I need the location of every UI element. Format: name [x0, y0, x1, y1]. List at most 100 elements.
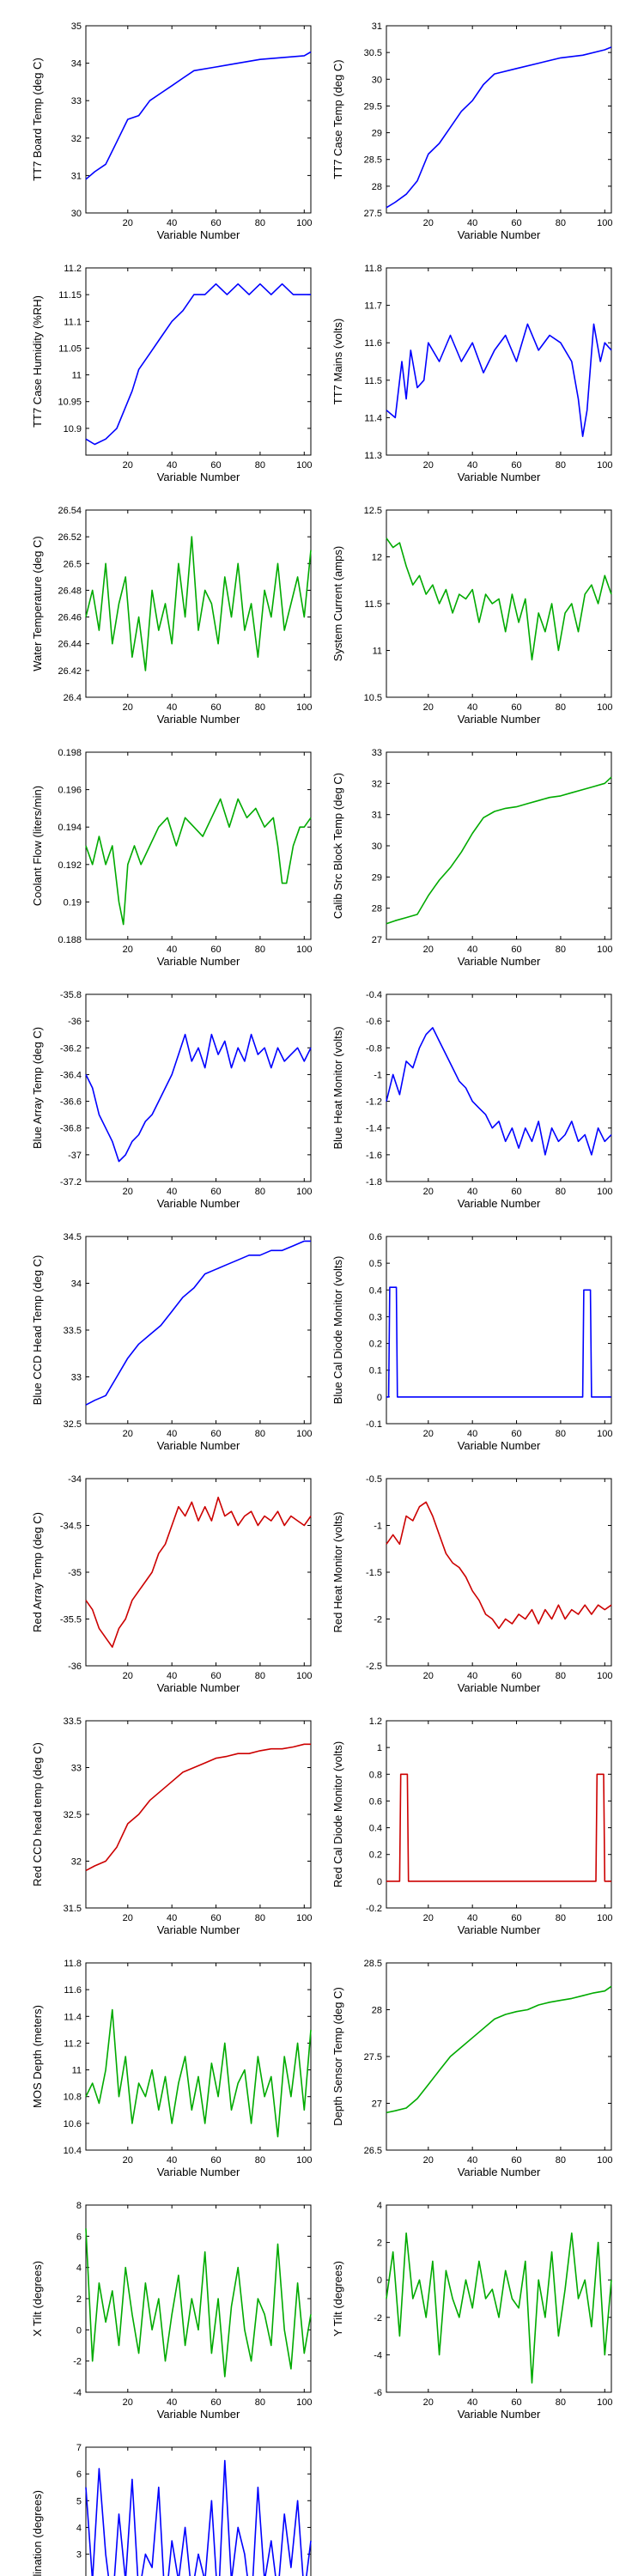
y-tick-label: 0.2 [369, 1850, 382, 1861]
y-tick-label: 0.6 [369, 1796, 382, 1807]
series-line [85, 1240, 311, 1406]
y-tick-label: 4 [76, 2523, 82, 2533]
y-tick-label: 0.19 [64, 897, 82, 908]
y-tick-label: -0.1 [366, 1419, 382, 1430]
x-axis-label: Variable Number [157, 471, 240, 483]
y-tick-label: -35 [68, 1568, 82, 1578]
y-tick-label: 11.6 [364, 338, 382, 349]
y-tick-label: 0.188 [58, 935, 82, 945]
y-tick-label: -37 [68, 1151, 82, 1161]
x-tick-label: 60 [511, 1429, 521, 1439]
y-tick-label: 34 [71, 59, 82, 70]
chart-panel-13: 20 40 60 80 100 -36 -35.5 -35 -34.5 -34 Variable N… [31, 1474, 312, 1694]
y-tick-label: 32.5 [64, 1810, 82, 1820]
y-tick-label: 11 [373, 647, 382, 657]
y-tick-label: -1 [374, 1522, 382, 1532]
y-tick-label: 30.5 [364, 48, 382, 58]
x-tick-label: 40 [467, 945, 477, 955]
plot-frame [85, 267, 312, 456]
x-tick-label: 100 [597, 1187, 612, 1197]
x-tick-label: 100 [296, 1671, 312, 1681]
y-axis-label: Blue Array Temp (deg C) [31, 1027, 44, 1149]
plot-frame [386, 993, 612, 1182]
y-tick-label: 10.4 [64, 2146, 82, 2156]
x-tick-label: 40 [467, 2397, 477, 2408]
plot-frame [386, 1236, 612, 1425]
y-tick-label: 10.8 [64, 2093, 82, 2103]
x-tick-label: 40 [467, 1429, 477, 1439]
x-tick-label: 40 [167, 1913, 177, 1923]
x-axis-label: Variable Number [458, 955, 541, 968]
y-tick-label: 29.5 [364, 101, 382, 112]
plot-frame [386, 509, 612, 698]
x-tick-label: 80 [556, 1429, 566, 1439]
y-tick-label: 26.5 [64, 559, 82, 569]
y-tick-label: 8 [76, 2201, 82, 2211]
y-tick-label: 0.3 [369, 1312, 382, 1322]
y-tick-label: -36.6 [60, 1097, 82, 1108]
plot-frame [386, 25, 612, 214]
x-axis-label: Variable Number [157, 2408, 240, 2421]
x-tick-label: 80 [255, 460, 265, 471]
y-tick-label: 33 [372, 748, 382, 758]
x-tick-label: 60 [511, 945, 521, 955]
y-axis-label: Inclination (degrees) [31, 2490, 44, 2576]
x-tick-label: 40 [467, 1187, 477, 1197]
y-tick-label: 11 [72, 2066, 82, 2076]
x-tick-label: 20 [123, 1187, 133, 1197]
y-tick-label: -35.8 [60, 990, 82, 1000]
y-tick-label: 10.5 [364, 693, 382, 703]
x-tick-label: 100 [296, 2155, 312, 2166]
x-tick-label: 100 [597, 218, 612, 228]
chart-panel-6: 20 40 60 80 100 10.5 11 11.5 12 12.5 Variable Numb… [331, 506, 612, 726]
series-line [85, 51, 312, 180]
x-tick-label: 100 [296, 1187, 312, 1197]
chart-panel-11: 20 40 60 80 100 32.5 33 33.5 34 34.5 Variable Numb… [31, 1232, 312, 1452]
y-tick-label: -36 [68, 1017, 82, 1027]
y-tick-label: -0.2 [366, 1904, 382, 1914]
plot-frame [386, 1962, 612, 2151]
series-line [386, 1027, 612, 1156]
plot-frame [386, 1478, 612, 1667]
x-axis-label: Variable Number [157, 955, 240, 968]
y-tick-label: 29 [372, 129, 382, 139]
y-tick-label: 31.5 [64, 1904, 82, 1914]
y-tick-label: 0.2 [369, 1340, 382, 1350]
x-tick-label: 60 [511, 2155, 521, 2166]
x-axis-label: Variable Number [458, 1439, 541, 1452]
series-line [85, 2228, 312, 2378]
plot-frame [85, 1236, 312, 1425]
y-tick-label: -1 [374, 1070, 382, 1080]
x-tick-label: 20 [423, 1187, 434, 1197]
plot-frame [386, 267, 612, 456]
y-tick-label: 11.4 [364, 413, 382, 423]
y-tick-label: 28 [372, 182, 382, 192]
series-line [85, 283, 311, 446]
y-tick-label: -1.2 [366, 1097, 382, 1108]
chart-panel-4: 20 40 60 80 100 11.3 11.4 11.5 11.6 11.7 11.8 Varia… [331, 264, 612, 483]
plot-frame [386, 2204, 612, 2393]
plot-frame [85, 993, 312, 1182]
y-tick-label: -2.5 [366, 1662, 382, 1672]
series-line [85, 2459, 312, 2576]
y-tick-label: 29 [372, 872, 382, 883]
y-tick-label: 26.42 [58, 666, 82, 677]
y-tick-label: 0.4 [369, 1285, 382, 1296]
x-tick-label: 40 [167, 702, 177, 713]
y-tick-label: 0 [377, 1877, 382, 1887]
y-axis-label: Red Array Temp (deg C) [31, 1512, 44, 1632]
y-tick-label: 0.198 [58, 748, 82, 758]
y-tick-label: 28.5 [364, 1959, 382, 1969]
x-tick-label: 60 [210, 702, 221, 713]
y-axis-label: Blue Heat Monitor (volts) [331, 1026, 344, 1149]
x-tick-label: 100 [597, 702, 612, 713]
x-tick-label: 60 [210, 218, 221, 228]
y-axis-label: Calib Src Block Temp (deg C) [331, 773, 344, 919]
y-tick-label: 12.5 [364, 506, 382, 516]
y-tick-label: 27 [372, 2099, 382, 2110]
y-tick-label: 30 [71, 209, 82, 219]
y-tick-label: 0.194 [58, 823, 82, 833]
x-axis-label: Variable Number [458, 2166, 541, 2178]
chart-panel-18: 20 40 60 80 100 26.5 27 27.5 28 28.5 Variable Numb… [331, 1959, 612, 2178]
x-tick-label: 100 [296, 460, 312, 471]
